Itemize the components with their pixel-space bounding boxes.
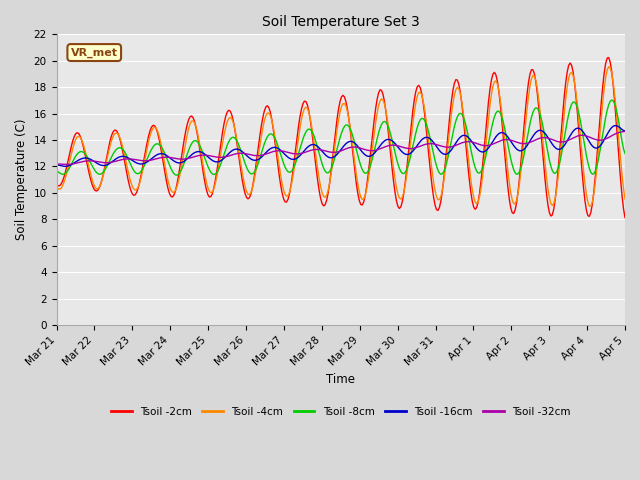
Tsoil -2cm [618,193,626,199]
Tsoil -4cm [345,116,353,122]
Tsoil -4cm [621,196,629,202]
Tsoil -2cm [458,100,465,106]
Tsoil -32cm [63,161,71,167]
Tsoil -4cm [605,64,612,70]
Legend: Tsoil -2cm, Tsoil -4cm, Tsoil -8cm, Tsoil -16cm, Tsoil -32cm: Tsoil -2cm, Tsoil -4cm, Tsoil -8cm, Tsoi… [106,403,575,421]
Tsoil -16cm [620,128,627,133]
Tsoil -8cm [544,150,552,156]
Tsoil -8cm [608,97,616,103]
Line: Tsoil -2cm: Tsoil -2cm [56,58,625,217]
Tsoil -8cm [620,146,627,152]
Tsoil -32cm [347,144,355,150]
Tsoil -16cm [74,158,81,164]
Tsoil -4cm [52,184,60,190]
Text: VR_met: VR_met [71,48,118,58]
Tsoil -4cm [458,98,465,104]
Tsoil -16cm [52,162,60,168]
Tsoil -8cm [90,166,97,171]
Tsoil -16cm [61,164,69,169]
Title: Soil Temperature Set 3: Soil Temperature Set 3 [262,15,420,29]
Line: Tsoil -16cm: Tsoil -16cm [56,126,625,167]
Tsoil -32cm [74,160,81,166]
Tsoil -4cm [72,136,79,142]
Tsoil -16cm [460,132,467,138]
Tsoil -4cm [586,203,593,209]
Tsoil -32cm [52,161,60,167]
Tsoil -16cm [92,159,99,165]
Tsoil -8cm [621,151,629,156]
Tsoil -2cm [605,55,612,60]
Tsoil -32cm [460,140,467,145]
Tsoil -2cm [621,215,629,220]
Line: Tsoil -8cm: Tsoil -8cm [56,100,625,175]
Tsoil -32cm [618,129,626,135]
Y-axis label: Soil Temperature (C): Soil Temperature (C) [15,119,28,240]
Tsoil -32cm [621,129,629,134]
X-axis label: Time: Time [326,373,355,386]
Tsoil -2cm [345,117,353,122]
Tsoil -2cm [72,131,79,136]
Tsoil -8cm [173,172,180,178]
Tsoil -8cm [460,114,467,120]
Tsoil -2cm [52,181,60,187]
Tsoil -32cm [544,135,552,141]
Tsoil -16cm [612,123,620,129]
Tsoil -2cm [90,185,97,191]
Tsoil -16cm [621,128,629,134]
Tsoil -4cm [543,173,550,179]
Tsoil -8cm [72,153,79,159]
Tsoil -2cm [543,190,550,195]
Line: Tsoil -4cm: Tsoil -4cm [56,67,625,206]
Tsoil -16cm [544,134,552,140]
Line: Tsoil -32cm: Tsoil -32cm [56,132,625,164]
Tsoil -8cm [52,168,60,174]
Tsoil -8cm [347,126,355,132]
Tsoil -16cm [347,138,355,144]
Tsoil -4cm [90,181,97,187]
Tsoil -32cm [92,158,99,164]
Tsoil -4cm [620,186,627,192]
